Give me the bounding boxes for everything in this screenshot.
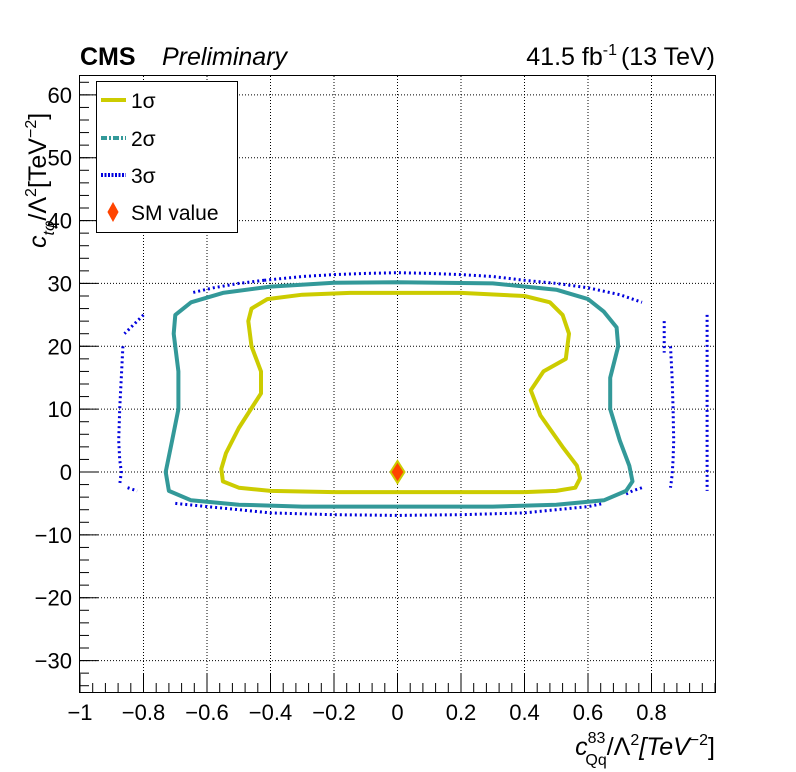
y-tick-label: −20 [35, 586, 72, 611]
x-tick-label: −0.8 [122, 700, 165, 725]
contour-1sigma [219, 290, 583, 495]
legend-sm-label: SM value [131, 202, 219, 225]
x-tick-label: 0.4 [509, 700, 540, 725]
y-tick-label: 0 [60, 460, 72, 485]
x-tick-label: −0.4 [249, 700, 292, 725]
y-tick-label: 40 [48, 209, 72, 234]
contour-3sigma-segment [127, 486, 138, 493]
x-tick-label: 0 [391, 700, 403, 725]
contour-2sigma [163, 280, 635, 509]
contour-3sigma-segment [669, 346, 676, 488]
x-tick-label: 0.6 [573, 700, 604, 725]
series-layer [117, 271, 709, 517]
lumi-label: 41.5 fb-1 (13 TeV) [526, 42, 715, 71]
experiment-label: CMS [80, 43, 136, 71]
status-label: Preliminary [162, 43, 289, 71]
y-tick-label: −10 [35, 523, 72, 548]
x-axis-title: c83 Qq/Λ2[TeV−2] [575, 730, 715, 769]
contour-3sigma-segment [117, 346, 125, 485]
contour-3sigma-segment [264, 271, 643, 304]
y-tick-label: −30 [35, 649, 72, 674]
y-tick-label: 10 [48, 397, 72, 422]
y-tick-label: 30 [48, 271, 72, 296]
tick-labels: −1 −0.8 −0.6 −0.4 −0.2 0 0.2 0.4 0.6 0.8 −30 −20 −10… [35, 83, 667, 725]
legend-3sigma-label: 3σ [131, 165, 156, 188]
sm-value-marker [389, 459, 406, 485]
y-tick-label: 60 [48, 83, 72, 108]
legend-box [96, 81, 238, 233]
x-tick-label: 0.8 [636, 700, 667, 725]
y-tick-label: 20 [48, 334, 72, 359]
x-tick-label: −0.2 [312, 700, 355, 725]
legend-sm-marker [107, 201, 119, 223]
legend-2sigma-label: 2σ [131, 128, 156, 151]
x-tick-label: −0.6 [185, 700, 228, 725]
x-tick-label: −1 [67, 700, 92, 725]
contour-3sigma-segment [123, 313, 145, 335]
x-tick-label: 0.2 [446, 700, 477, 725]
y-axis-title: ctφ/Λ2[TeV−2] [23, 113, 58, 248]
axis-ticks [79, 81, 716, 692]
legend: 1σ 2σ 3σ SM value [96, 81, 238, 233]
y-tick-label: 50 [48, 146, 72, 171]
legend-1sigma-label: 1σ [131, 90, 156, 113]
plot-frame [79, 75, 716, 693]
